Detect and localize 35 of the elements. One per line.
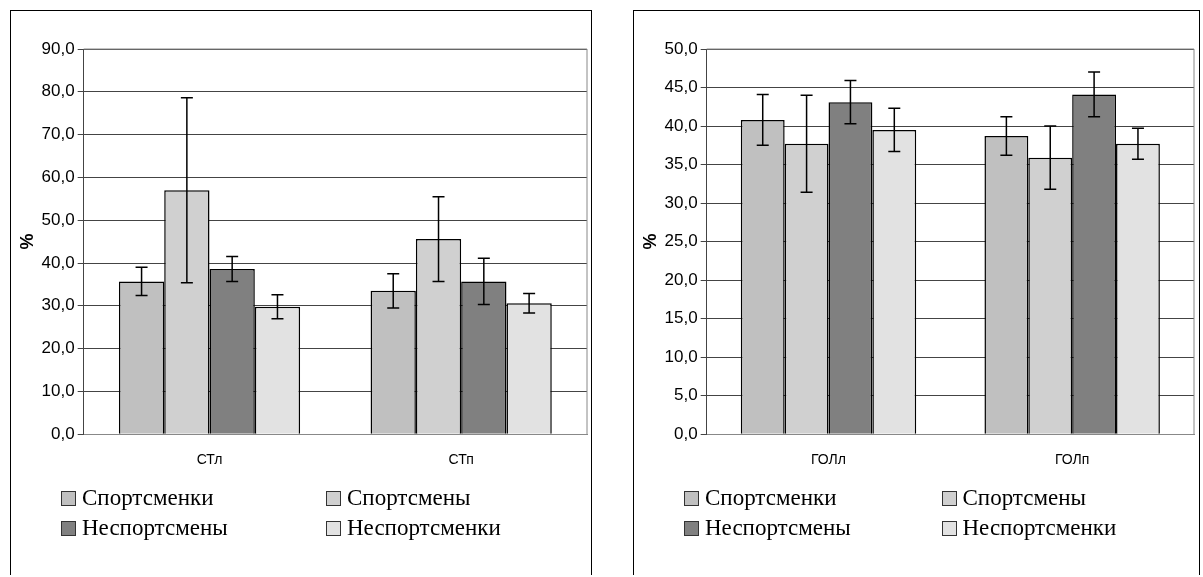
legend-label: Спортсменки — [82, 485, 214, 511]
legend-label: Спортсменки — [705, 485, 837, 511]
y-axis-title: % — [16, 233, 37, 250]
y-tick-label: 10,0 — [664, 346, 698, 366]
y-tick-label: 30,0 — [664, 192, 698, 212]
y-tick-label: 40,0 — [664, 115, 698, 135]
y-tick-label: 40,0 — [41, 252, 75, 272]
y-tick-label: 0,0 — [51, 423, 75, 443]
legend-label: Спортсмены — [962, 485, 1086, 511]
y-tick-label: 15,0 — [664, 308, 698, 328]
y-tick-label: 90,0 — [41, 38, 75, 58]
y-tick-label: 60,0 — [41, 167, 75, 187]
y-tick-label: 70,0 — [41, 124, 75, 144]
y-tick-label: 0,0 — [674, 423, 698, 443]
y-tick-label: 5,0 — [674, 385, 698, 405]
legend-label: Неспортсменки — [962, 515, 1117, 541]
y-tick-label: 20,0 — [664, 269, 698, 289]
x-tick-label: ГОЛл — [811, 451, 846, 468]
y-tick-label: 25,0 — [664, 231, 698, 251]
x-tick-label: СТп — [448, 451, 474, 468]
legend-label: Спортсмены — [347, 485, 471, 511]
legend-label: Неспортсмены — [82, 515, 228, 541]
legend-label: Неспортсмены — [705, 515, 851, 541]
y-tick-label: 20,0 — [41, 338, 75, 358]
y-tick-label: 10,0 — [41, 381, 75, 401]
y-tick-label: 45,0 — [664, 77, 698, 97]
x-tick-label: СТл — [196, 451, 223, 468]
y-tick-label: 50,0 — [664, 38, 698, 58]
legend-label: Неспортсменки — [347, 515, 501, 541]
y-tick-label: 35,0 — [664, 154, 698, 174]
y-tick-label: 80,0 — [41, 81, 75, 101]
y-axis-title: % — [639, 233, 660, 250]
y-tick-label: 50,0 — [41, 209, 75, 229]
x-tick-label: ГОЛп — [1055, 451, 1090, 468]
y-tick-label: 30,0 — [41, 295, 75, 315]
